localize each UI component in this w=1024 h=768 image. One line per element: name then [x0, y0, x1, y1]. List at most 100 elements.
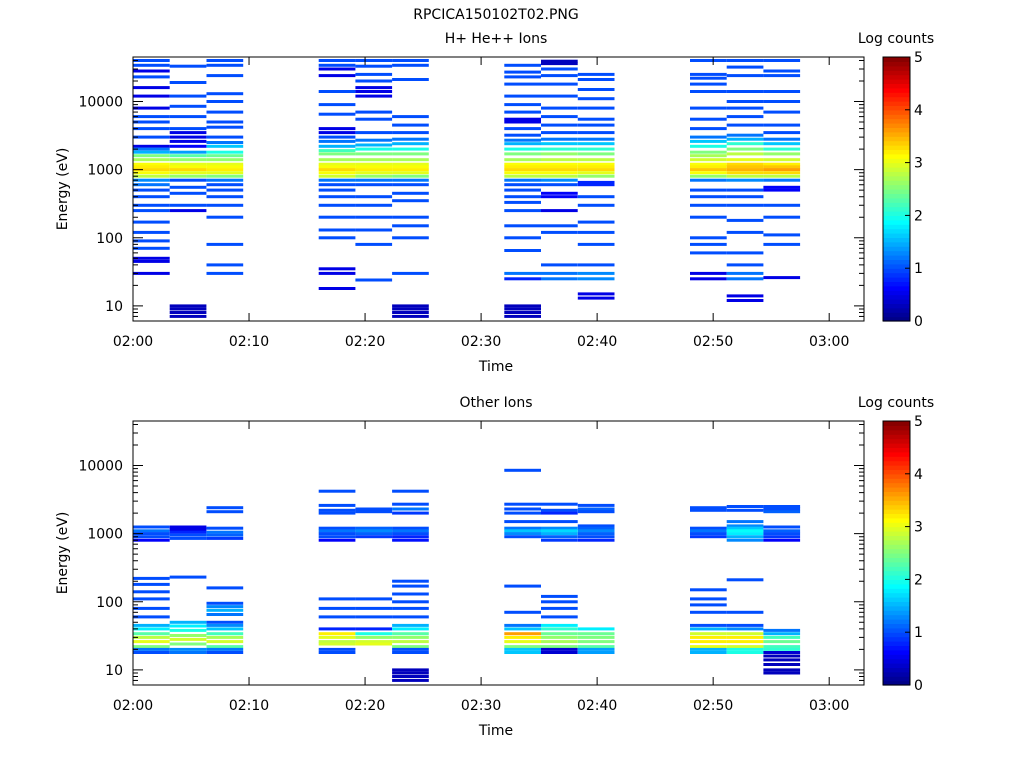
colorbar-segment: [883, 114, 910, 120]
colorbar-segment: [883, 531, 910, 536]
heatmap-cell: [206, 150, 244, 154]
heatmap-cell: [763, 178, 801, 182]
panel-title: Other Ions: [459, 395, 532, 411]
heatmap-cell: [690, 188, 727, 192]
heatmap-cell: [504, 152, 541, 156]
heatmap-cell: [318, 267, 356, 271]
heatmap-cell: [577, 645, 615, 649]
heatmap-cell: [504, 249, 541, 252]
heatmap-cell: [206, 92, 244, 96]
colorbar-frame: [882, 420, 911, 686]
heatmap-cell: [133, 63, 170, 67]
heatmap-cell: [504, 63, 541, 67]
heatmap-cell: [206, 188, 244, 192]
heatmap-cell: [504, 103, 541, 107]
heatmap-cell: [577, 203, 615, 207]
heatmap-cell: [504, 651, 541, 654]
heatmap-cell: [355, 203, 393, 207]
heatmap-cell: [690, 195, 727, 199]
colorbar-segment: [883, 465, 910, 470]
heatmap-cell: [726, 529, 764, 533]
heatmap-cell: [206, 506, 244, 510]
heatmap-cell: [133, 623, 170, 627]
colorbar-segment: [883, 299, 910, 304]
heatmap-cell: [541, 59, 578, 63]
colorbar-segment: [883, 263, 910, 269]
colorbar-label: Log counts: [858, 395, 934, 411]
heatmap-cell: [504, 178, 541, 182]
heatmap-cell: [541, 651, 578, 654]
heatmap-cell: [133, 144, 170, 148]
heatmap-cell: [690, 610, 727, 614]
heatmap-cell: [690, 632, 727, 636]
heatmap-cell: [355, 632, 393, 636]
heatmap-cell: [133, 647, 170, 651]
heatmap-cell: [541, 640, 578, 644]
colorbar-segment: [883, 123, 910, 128]
heatmap-cell: [541, 277, 578, 281]
colorbar-segment: [883, 105, 910, 111]
heatmap-cell: [133, 171, 170, 175]
heatmap-cell: [318, 149, 356, 153]
plot-frame: [132, 56, 865, 322]
colorbar-segment: [883, 158, 910, 164]
heatmap-cell: [541, 174, 578, 178]
colorbar: 0 1 2 3 4 5 Log counts: [858, 31, 934, 330]
colorbar-segment: [883, 557, 910, 563]
heatmap-cell: [392, 191, 429, 195]
colorbar-segment: [883, 619, 910, 624]
heatmap-cell: [763, 158, 801, 162]
heatmap-cell: [392, 63, 429, 67]
heatmap-cell: [541, 263, 578, 267]
heatmap-cell: [541, 191, 578, 195]
heatmap-cell: [169, 94, 207, 98]
heatmap-cell: [169, 634, 207, 637]
heatmap-cell: [206, 171, 244, 175]
x-tick-label: 02:50: [693, 698, 733, 714]
colorbar-segment: [883, 268, 910, 274]
colorbar-tick-label: 4: [914, 103, 923, 119]
heatmap-cell: [318, 627, 356, 631]
heatmap-cell: [355, 94, 393, 98]
heatmap-cell: [763, 632, 801, 636]
heatmap-cell: [206, 100, 244, 103]
heatmap-cell: [392, 579, 429, 583]
heatmap-cell: [577, 529, 615, 533]
heatmap-cell: [763, 100, 801, 103]
heatmap-cell: [206, 647, 244, 651]
heatmap-cell: [133, 188, 170, 192]
colorbar-segment: [883, 645, 910, 651]
heatmap-cell: [577, 292, 615, 296]
heatmap-cell: [541, 171, 578, 175]
heatmap-cell: [577, 524, 615, 528]
colorbar-segment: [883, 473, 910, 479]
heatmap-cell: [577, 503, 615, 507]
heatmap-cell: [318, 526, 356, 530]
heatmap-cell: [355, 215, 393, 219]
colorbar-segment: [883, 649, 910, 655]
colorbar-segment: [883, 175, 910, 181]
colorbar-segment: [883, 224, 910, 230]
heatmap-cell: [206, 627, 244, 631]
heatmap-cell: [541, 178, 578, 182]
heatmap-cell: [133, 576, 170, 580]
heatmap-cell: [504, 532, 541, 536]
heatmap-cell: [504, 138, 541, 142]
heatmap-cell: [169, 530, 207, 534]
heatmap-cell: [169, 185, 207, 189]
heatmap-cell: [206, 632, 244, 636]
colorbar-segment: [883, 548, 910, 554]
heatmap-cell: [690, 242, 727, 246]
y-axis-label: Energy (eV): [55, 148, 71, 231]
colorbar-segment: [883, 153, 910, 159]
heatmap-cell: [392, 78, 429, 81]
heatmap-cell: [577, 647, 615, 651]
colorbar-segment: [883, 451, 910, 457]
heatmap-cell: [392, 215, 429, 219]
heatmap-cell: [133, 94, 170, 98]
heatmap-cell: [763, 640, 801, 644]
heatmap-cell: [318, 647, 356, 651]
heatmap-cell: [690, 106, 727, 110]
heatmap-cell: [577, 162, 615, 166]
heatmap-cell: [577, 532, 615, 536]
